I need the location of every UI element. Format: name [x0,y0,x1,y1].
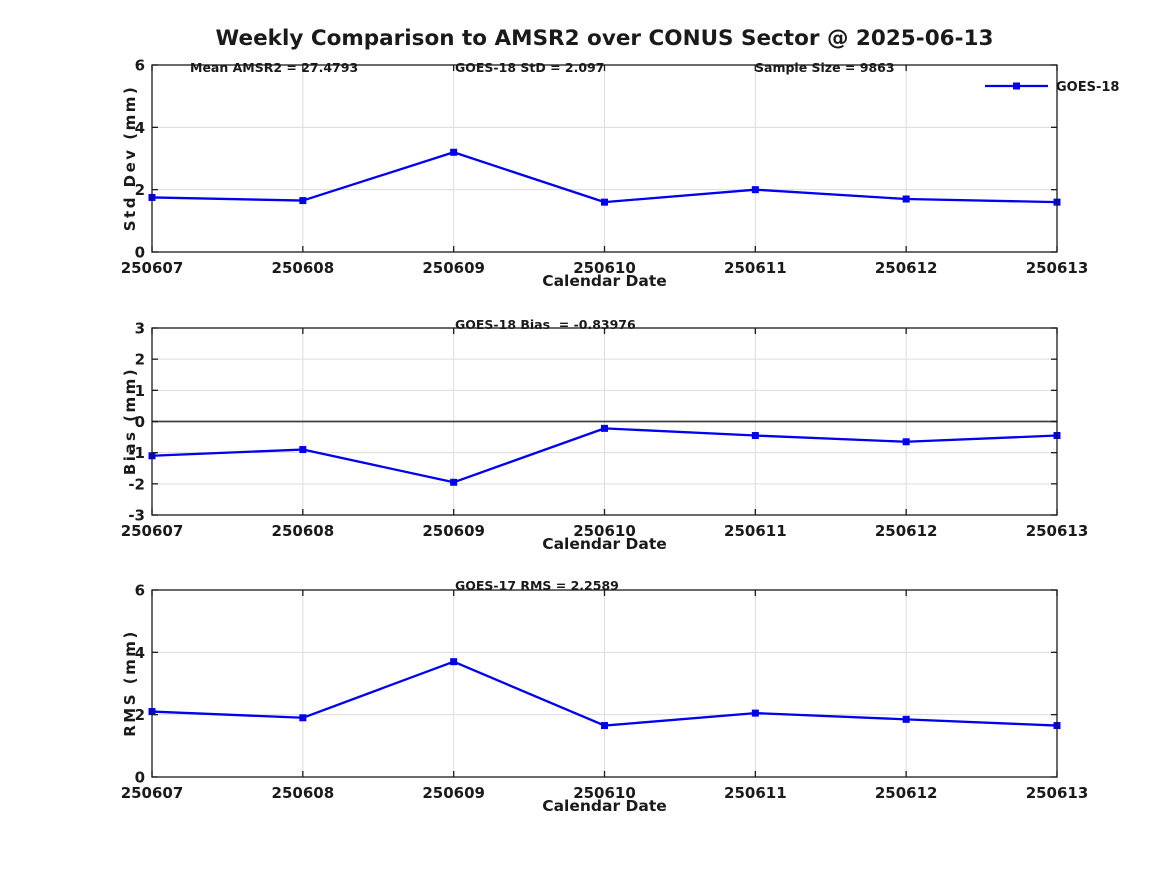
data-point-marker [601,198,608,206]
x-tick-label: 250613 [1026,522,1089,540]
subplot-std-dev: 250607 250608 250609 250610 250611 250612 2506… [110,59,1160,309]
data-point-marker [751,709,759,717]
x-tick-label: 250612 [875,522,938,540]
x-tick-label: 250609 [422,784,485,802]
y-tick-label: 4 [135,644,145,662]
x-axis-label-calendar-date: Calendar Date [542,535,667,553]
data-point-marker [751,186,759,194]
x-tick-label: 250609 [422,259,485,277]
y-tick-label: 0 [135,244,145,262]
x-tick-label: 250610 [573,784,636,802]
y-tick-label: 0 [135,769,145,787]
data-point-marker [751,432,759,440]
data-point-marker [299,197,307,205]
annotation-goes18-std: GOES-18 StD = 2.097 [455,60,605,75]
data-point-marker [902,715,910,723]
x-axis-label-calendar-date: Calendar Date [542,797,667,815]
data-point-marker [450,658,458,666]
data-point-marker [902,195,910,203]
data-point-marker [450,148,458,156]
annotation-sample-size: Sample Size = 9863 [755,60,895,75]
x-tick-label: 250608 [272,522,335,540]
y-tick-label: -1 [128,444,145,462]
y-tick-label: 2 [135,351,145,369]
y-tick-label: 2 [135,181,145,199]
y-tick-label: 4 [135,119,145,137]
x-tick-label: 250610 [573,259,636,277]
x-tick-label: 250613 [1026,259,1089,277]
x-tick-label: 250608 [272,784,335,802]
subplot-rms: 250607 250608 250609 250610 250611 250612 2506… [110,578,1160,834]
y-axis-label-bias: Bias (mm) [121,366,139,476]
x-tick-label: 250613 [1026,784,1089,802]
y-axis-label-rms: RMS (mm) [121,629,139,737]
data-point-marker [902,438,910,446]
subplot-bias: 250607 250608 250609 250610 250611 250612 2506… [110,317,1160,572]
y-tick-label: -3 [128,507,145,525]
plot-canvas-rms: 250607 250608 250609 250610 250611 250612 2506… [121,584,1089,802]
data-point-marker [299,446,307,454]
y-tick-label: -2 [128,475,145,493]
x-tick-label: 250612 [875,784,938,802]
x-tick-label: 250611 [724,259,787,277]
x-tick-label: 250610 [573,522,636,540]
data-point-marker [450,478,458,486]
x-tick-label: 250607 [121,522,184,540]
annotation-goes18-bias: GOES-18 Bias = -0.83976 [455,317,636,332]
annotation-goes17-rms: GOES-17 RMS = 2.2589 [455,578,619,593]
data-point-marker [299,714,307,722]
data-point-marker [601,722,608,730]
x-axis-label-calendar-date: Calendar Date [542,272,667,290]
x-tick-label: 250608 [272,259,335,277]
y-tick-label: 6 [135,584,145,600]
figure-title: Weekly Comparison to AMSR2 over CONUS Se… [215,26,994,51]
x-tick-label: 250611 [724,784,787,802]
legend-label: GOES-18 [1056,80,1119,95]
annotation-mean-amsr2: Mean AMSR2 = 27.4793 [190,60,359,75]
data-point-marker [601,424,608,432]
y-tick-label: 3 [135,322,145,338]
y-tick-label: 6 [135,59,145,75]
x-tick-label: 250607 [121,784,184,802]
plot-canvas-bias: 250607 250608 250609 250610 250611 250612 2506… [121,322,1089,540]
x-tick-label: 250612 [875,259,938,277]
y-axis-label-std-dev: Std Dev (mm) [121,84,139,232]
y-tick-label: 1 [135,382,145,400]
x-tick-label: 250609 [422,522,485,540]
legend-marker [1013,82,1020,90]
plot-canvas-std-dev: 250607 250608 250609 250610 250611 250612 2506… [121,59,1120,277]
x-tick-label: 250611 [724,522,787,540]
y-tick-label: 2 [135,706,145,724]
y-tick-label: 0 [135,413,145,431]
x-tick-label: 250607 [121,259,184,277]
